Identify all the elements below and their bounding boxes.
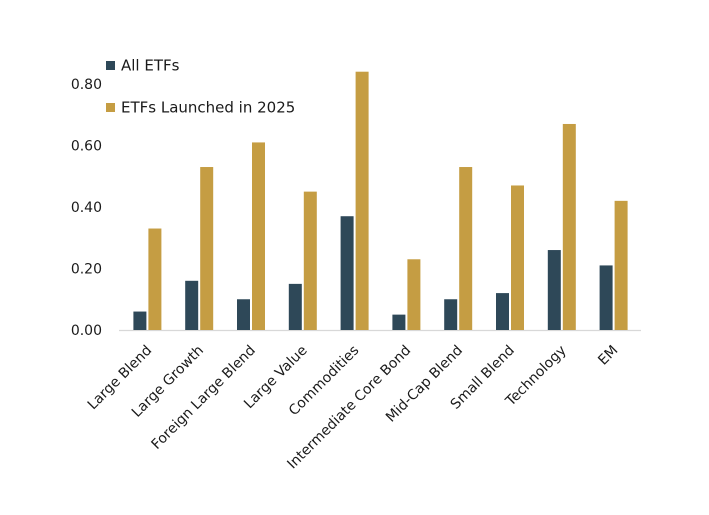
y-tick-label: 0.00 xyxy=(71,323,102,339)
bar-all-etfs-0 xyxy=(133,311,147,330)
bar-etfs-launched-2025-2 xyxy=(252,142,265,330)
x-category-label: EM xyxy=(595,343,621,369)
bar-etfs-launched-2025-0 xyxy=(148,228,162,330)
bar-etfs-launched-2025-1 xyxy=(200,167,214,330)
bar-all-etfs-6 xyxy=(444,299,458,330)
bar-all-etfs-4 xyxy=(340,216,354,330)
bar-etfs-launched-2025-8 xyxy=(562,123,576,330)
y-tick-label: 0.20 xyxy=(71,262,102,278)
bar-etfs-launched-2025-3 xyxy=(303,191,317,330)
bar-etfs-launched-2025-6 xyxy=(459,167,473,330)
y-tick-label: 0.60 xyxy=(71,139,102,155)
bar-all-etfs-9 xyxy=(599,265,613,330)
y-tick-label: 0.80 xyxy=(71,77,102,93)
bar-etfs-launched-2025-9 xyxy=(614,200,628,330)
legend-label-etfs-launched-2025: ETFs Launched in 2025 xyxy=(121,99,295,117)
bar-etfs-launched-2025-7 xyxy=(511,185,524,330)
bar-etfs-launched-2025-4 xyxy=(355,71,369,330)
legend-swatch-etfs-launched-2025 xyxy=(106,103,115,112)
bar-all-etfs-8 xyxy=(547,250,561,330)
legend-swatch-all-etfs xyxy=(106,61,115,70)
bar-all-etfs-1 xyxy=(185,280,199,330)
legend-label-all-etfs: All ETFs xyxy=(121,57,180,75)
y-tick-label: 0.40 xyxy=(71,200,102,216)
x-category-label: Foreign Large Blend xyxy=(149,343,259,453)
bar-all-etfs-2 xyxy=(237,299,250,330)
bar-all-etfs-5 xyxy=(392,314,406,330)
legend: All ETFs ETFs Launched in 2025 xyxy=(106,57,295,117)
bar-etfs-launched-2025-5 xyxy=(407,259,421,330)
bar-all-etfs-3 xyxy=(288,283,302,330)
bar-all-etfs-7 xyxy=(496,293,509,330)
